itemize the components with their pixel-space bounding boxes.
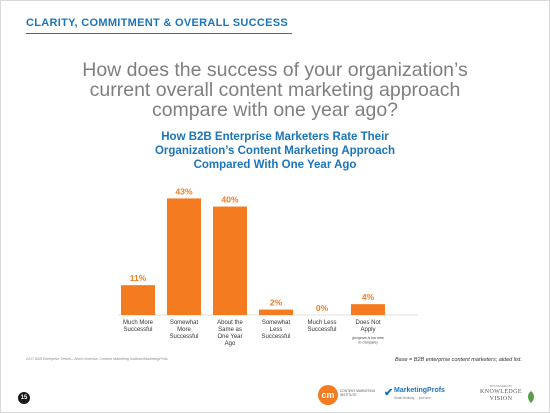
chart-title-line: How B2B Enterprise Marketers Rate Their <box>161 131 389 143</box>
category-label: More <box>177 327 191 333</box>
question-heading: How does the success of your organizatio… <box>40 60 510 120</box>
question-line: compare with one year ago? <box>151 99 399 121</box>
sponsor-label: SPONSORED BY <box>489 384 513 388</box>
page-number: 15 <box>18 392 30 404</box>
cmi-logo: cm CONTENT MARKETING INSTITUTE <box>318 385 378 405</box>
marketingprofs-name: MarketingProfs <box>394 387 445 394</box>
category-label: Successful <box>169 334 198 340</box>
category-label: Much Less <box>307 320 336 326</box>
question-line: How does the success of your organizatio… <box>82 59 468 81</box>
value-label: 40% <box>221 195 238 205</box>
category-label: Same as <box>218 327 242 333</box>
category-label: One Year <box>217 334 242 340</box>
base-note: Base = B2B enterprise content marketers;… <box>394 357 522 363</box>
value-label: 4% <box>362 292 375 302</box>
category-label: Ago <box>225 341 236 347</box>
knowledgevision-name-1: KNOWLEDGE <box>480 389 522 395</box>
bar <box>259 309 293 315</box>
knowledgevision-name-2: VISION <box>489 396 513 402</box>
category-note: (program is too new <box>352 336 384 340</box>
cmi-mark: cm <box>318 385 338 405</box>
category-label: Successful <box>307 327 336 333</box>
category-note: to compare) <box>358 341 377 345</box>
bar <box>213 206 247 315</box>
value-label: 2% <box>270 298 283 308</box>
category-label: Much More <box>123 320 154 326</box>
value-label: 43% <box>175 186 192 196</box>
checkmark-icon: ✔ <box>384 387 394 399</box>
bar <box>167 198 201 315</box>
category-label: Successful <box>261 334 290 340</box>
marketingprofs-tagline: Smart thinking ... just now <box>394 396 431 400</box>
section-header-rule <box>26 33 292 34</box>
cmi-text: CONTENT MARKETING INSTITUTE <box>340 389 376 397</box>
bar <box>351 304 385 315</box>
value-label: 11% <box>130 273 147 283</box>
category-label: Less <box>270 327 283 333</box>
category-label: Somewhat <box>262 320 291 326</box>
question-line: current overall content marketing approa… <box>89 79 461 101</box>
chart-title-line: Organization’s Content Marketing Approac… <box>154 145 396 157</box>
category-label: Does Not <box>355 320 380 326</box>
bar <box>121 285 155 315</box>
category-label: Successful <box>123 327 152 333</box>
knowledgevision-logo: SPONSORED BY KNOWLEDGE VISION <box>476 383 538 407</box>
leaf-icon <box>528 391 534 403</box>
chart-title-line: Compared With One Year Ago <box>193 159 357 171</box>
category-label: Somewhat <box>170 320 199 326</box>
value-label: 0% <box>316 303 329 313</box>
source-note: 2017 B2B Enterprise Trends—North America… <box>26 357 168 361</box>
category-label: About the <box>217 320 243 326</box>
category-label: Apply <box>360 327 375 333</box>
logo-strip: cm CONTENT MARKETING INSTITUTE ✔ Marketi… <box>318 383 538 407</box>
chart-title: How B2B Enterprise Marketers Rate Their … <box>100 130 450 172</box>
section-header: CLARITY, COMMITMENT & OVERALL SUCCESS <box>26 17 289 29</box>
marketingprofs-logo: ✔ MarketingProfs Smart thinking ... just… <box>384 386 464 406</box>
